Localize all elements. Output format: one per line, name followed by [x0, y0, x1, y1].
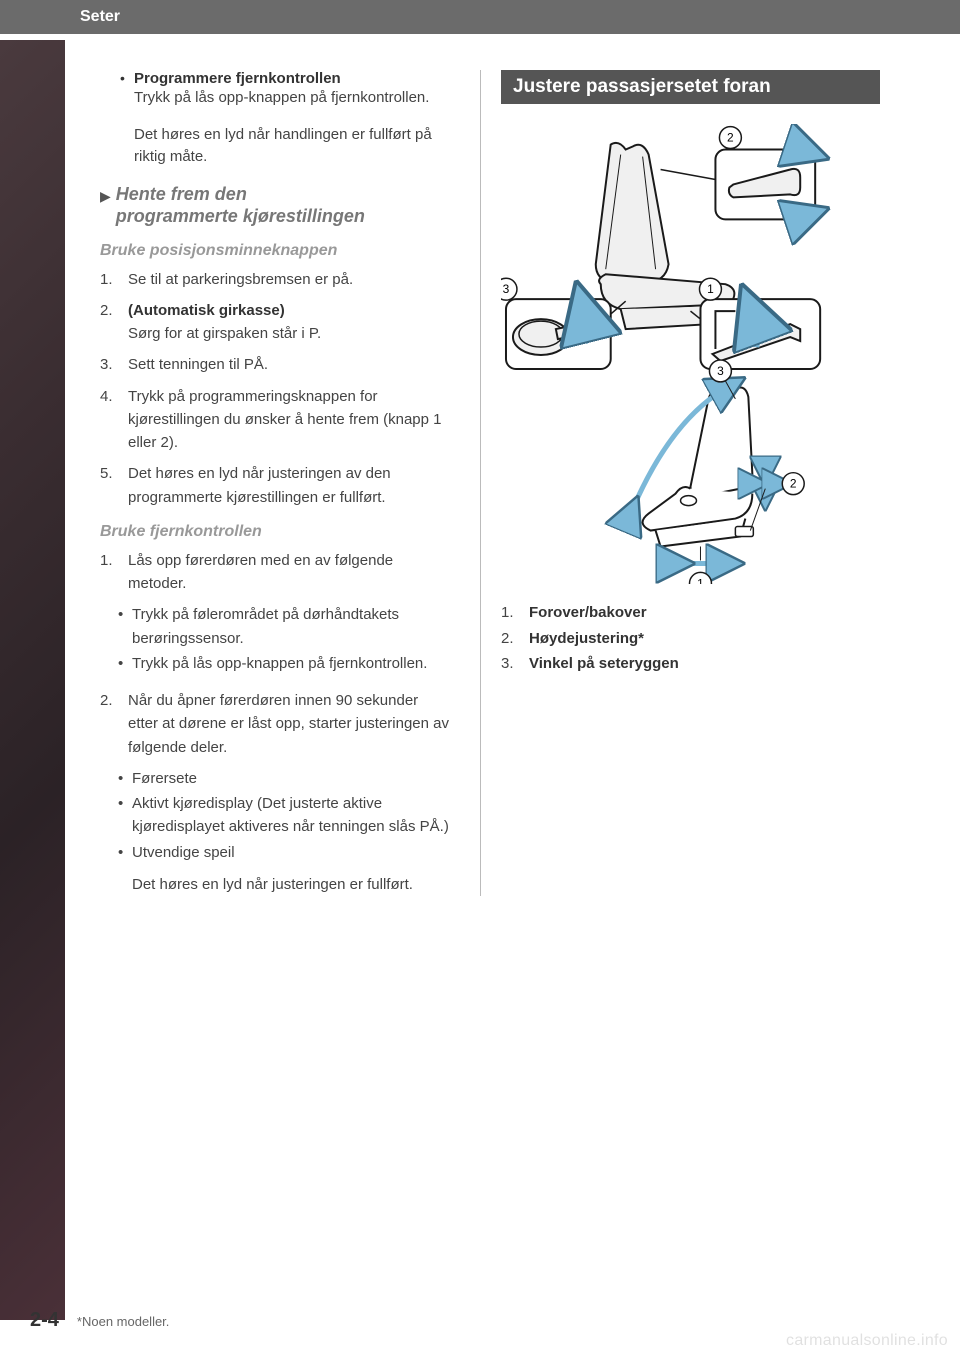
bullet-body-1: Trykk på lås opp-knappen på fjernkontrol… [120, 87, 450, 110]
right-legend-list: 1.Forover/bakover 2.Høydejustering* 3.Vi… [501, 600, 880, 677]
footnote: *Noen modeller. [77, 1314, 170, 1329]
sub-bullet-2: •Trykk på lås opp-knappen på fjernkontro… [118, 652, 450, 675]
right-column: Justere passasjersetet foran [480, 70, 880, 896]
step-5: 5.Det høres en lyd når justeringen av de… [100, 462, 450, 509]
bullet-title: Programmere fjernkontrollen [134, 70, 341, 87]
svg-text:1: 1 [697, 576, 704, 584]
right-bar-title: Justere passasjersetet foran [501, 70, 880, 104]
play-line-1: Hente frem den [116, 183, 365, 206]
step-4: 4.Trykk på programmeringsknappen for kjø… [100, 385, 450, 455]
step2-2: 2.Når du åpner førerdøren innen 90 sekun… [100, 689, 450, 759]
sub-bullet-3: •Førersete [118, 767, 450, 790]
content-area: • Programmere fjernkontrollen Trykk på l… [100, 70, 910, 896]
tail-note: Det høres en lyd når justeringen er full… [100, 874, 450, 897]
play-line-2: programmerte kjørestillingen [116, 205, 365, 228]
step2-1: 1.Lås opp førerdøren med en av følgende … [100, 549, 450, 596]
svg-text:3: 3 [717, 364, 724, 378]
subheading-2: Bruke fjernkontrollen [100, 523, 450, 541]
left-column: • Programmere fjernkontrollen Trykk på l… [100, 70, 480, 896]
steps-list-2b: 2.Når du åpner førerdøren innen 90 sekun… [100, 689, 450, 759]
page-number: 2-4 [30, 1309, 59, 1332]
steps-list-2: 1.Lås opp førerdøren med en av følgende … [100, 549, 450, 596]
seat-diagram: 2 3 [501, 124, 880, 584]
step-1: 1.Se til at parkeringsbremsen er på. [100, 268, 450, 291]
svg-text:3: 3 [503, 282, 510, 296]
seat-diagram-svg: 2 3 [501, 124, 880, 584]
svg-text:2: 2 [727, 131, 734, 145]
header-title: Seter [80, 8, 120, 25]
first-bullet: • Programmere fjernkontrollen Trykk på l… [100, 70, 450, 169]
svg-text:2: 2 [790, 477, 797, 491]
sub-bullet-1: •Trykk på følerområdet på dørhåndtakets … [118, 603, 450, 650]
legend-1: 1.Forover/bakover [501, 600, 880, 626]
step-3: 3.Sett tenningen til PÅ. [100, 353, 450, 376]
legend-3: 3.Vinkel på seteryggen [501, 651, 880, 677]
sub-bullet-4: •Aktivt kjøredisplay (Det justerte aktiv… [118, 792, 450, 839]
step-2: 2.(Automatisk girkasse)Sørg for at girsp… [100, 299, 450, 346]
watermark: carmanualsonline.info [786, 1332, 948, 1350]
svg-text:1: 1 [707, 282, 714, 296]
subheading-1: Bruke posisjonsminneknappen [100, 242, 450, 260]
header: Seter [0, 0, 960, 34]
play-heading: ▶ Hente frem den programmerte kjørestill… [100, 183, 450, 228]
side-decorative-image [0, 40, 65, 1320]
steps-list-1: 1.Se til at parkeringsbremsen er på. 2.(… [100, 268, 450, 509]
bullet-body-2: Det høres en lyd når handlingen er fullf… [120, 124, 450, 169]
bullet-dot-icon: • [120, 70, 134, 87]
sub-bullet-5: •Utvendige speil [118, 841, 450, 864]
legend-2: 2.Høydejustering* [501, 626, 880, 652]
footer: 2-4 *Noen modeller. [30, 1309, 910, 1332]
play-icon: ▶ [100, 188, 111, 205]
